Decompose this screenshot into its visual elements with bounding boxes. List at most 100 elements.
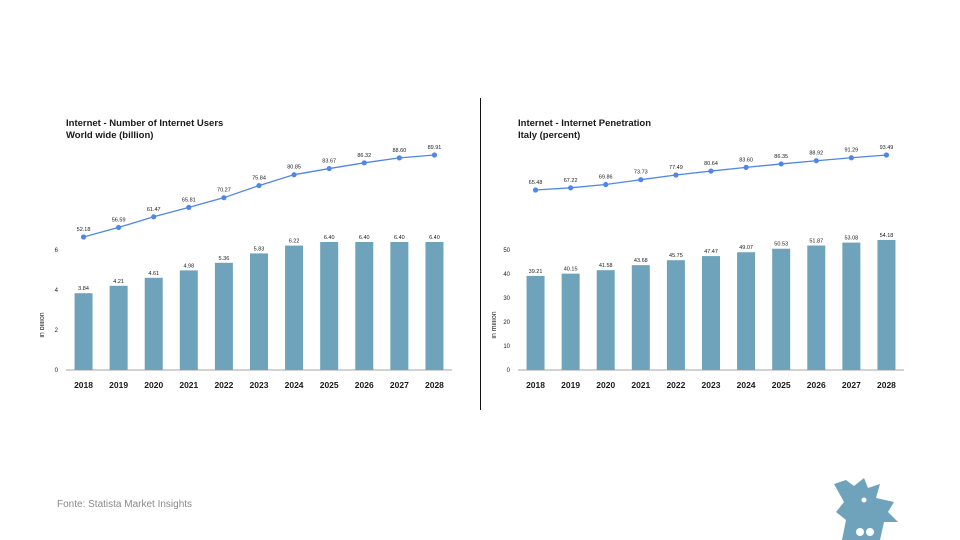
y-axis-label: in billion xyxy=(40,312,46,337)
line-value-label: 93.49 xyxy=(880,145,894,151)
chart-title: Internet - Internet Penetration xyxy=(518,118,652,129)
line-point xyxy=(431,152,438,158)
panel-divider xyxy=(480,98,481,410)
line-point xyxy=(186,204,192,210)
line-series xyxy=(83,154,435,238)
y-tick-label: 2 xyxy=(55,328,59,334)
line-point xyxy=(883,152,890,158)
line-point xyxy=(396,155,402,161)
x-tick-label: 2028 xyxy=(425,380,444,390)
line-point xyxy=(116,224,122,231)
line-point xyxy=(708,168,714,174)
line-value-label: 69.86 xyxy=(599,175,613,181)
x-tick-label: 2026 xyxy=(355,380,374,390)
bar xyxy=(250,253,268,370)
chart-canvas: in million 0 10 20 30 40 50 39.21 2018 40.15 2019 4… xyxy=(492,145,904,390)
bar-value-label: 39.21 xyxy=(529,269,543,275)
bar-value-label: 6.40 xyxy=(394,235,405,241)
bar xyxy=(561,273,580,370)
bar xyxy=(631,265,650,370)
bar xyxy=(807,245,826,370)
line-point xyxy=(848,155,854,161)
line-point xyxy=(813,158,819,164)
bar-value-label: 47.47 xyxy=(704,249,718,255)
line-point xyxy=(532,187,539,193)
x-tick-label: 2018 xyxy=(526,380,545,390)
bar-value-label: 50.53 xyxy=(774,242,788,248)
bar-value-label: 6.22 xyxy=(289,239,300,245)
line-point xyxy=(673,172,679,178)
bar xyxy=(842,242,861,370)
y-tick-label: 0 xyxy=(507,368,511,374)
line-value-label: 75.84 xyxy=(252,176,266,182)
chart-canvas: in billion 0 2 4 6 3.84 2018 4.21 2019 4.61 2020 4.… xyxy=(40,145,452,390)
x-tick-label: 2019 xyxy=(109,380,128,390)
x-tick-label: 2024 xyxy=(285,380,304,390)
line-value-label: 65.48 xyxy=(529,180,543,186)
bar-value-label: 53.08 xyxy=(844,236,858,242)
line-point xyxy=(291,172,297,178)
line-point xyxy=(568,185,574,191)
x-tick-label: 2025 xyxy=(772,380,791,390)
bar-value-label: 6.40 xyxy=(324,235,335,241)
bar xyxy=(144,277,163,370)
bar-value-label: 6.40 xyxy=(359,235,370,241)
bar xyxy=(877,239,896,370)
x-tick-label: 2027 xyxy=(842,380,861,390)
bar-value-label: 4.21 xyxy=(113,279,124,285)
y-tick-label: 6 xyxy=(55,248,59,254)
line-value-label: 86.32 xyxy=(357,153,371,159)
bar-value-label: 5.36 xyxy=(219,256,230,262)
line-point xyxy=(221,195,227,201)
bar xyxy=(285,245,304,370)
x-tick-label: 2021 xyxy=(631,380,650,390)
y-tick-label: 30 xyxy=(503,296,510,302)
y-tick-label: 10 xyxy=(503,344,510,350)
bar-value-label: 6.40 xyxy=(429,235,440,241)
x-tick-label: 2018 xyxy=(74,380,93,390)
line-value-label: 83.67 xyxy=(322,159,336,165)
bar-value-label: 45.75 xyxy=(669,253,683,259)
bar xyxy=(355,242,374,370)
y-tick-label: 50 xyxy=(503,248,510,254)
bar xyxy=(666,260,685,370)
line-point xyxy=(151,214,157,220)
line-value-label: 89.91 xyxy=(428,145,442,151)
line-value-label: 88.60 xyxy=(392,148,406,154)
bar xyxy=(214,262,233,370)
chart-subtitle: Italy (percent) xyxy=(518,130,581,141)
bar-value-label: 54.18 xyxy=(880,233,894,239)
chart-internet-users: Internet - Number of Internet Users Worl… xyxy=(40,100,480,410)
x-tick-label: 2022 xyxy=(214,380,233,390)
line-value-label: 80.85 xyxy=(287,165,301,171)
line-value-label: 73.73 xyxy=(634,170,648,176)
x-tick-label: 2024 xyxy=(737,380,756,390)
bar-value-label: 4.61 xyxy=(148,271,159,277)
line-value-label: 86.35 xyxy=(774,154,788,160)
bar xyxy=(390,242,409,370)
bar xyxy=(596,270,615,370)
x-tick-label: 2019 xyxy=(561,380,580,390)
line-value-label: 70.27 xyxy=(217,188,231,194)
bar-value-label: 3.84 xyxy=(78,286,89,292)
line-value-label: 88.92 xyxy=(809,151,823,157)
line-value-label: 83.60 xyxy=(739,157,753,163)
line-value-label: 67.22 xyxy=(564,178,578,184)
bar xyxy=(772,248,791,370)
line-value-label: 56.59 xyxy=(112,217,126,223)
y-tick-label: 40 xyxy=(503,272,510,278)
x-tick-label: 2028 xyxy=(877,380,896,390)
bar xyxy=(74,293,93,370)
y-tick-label: 0 xyxy=(55,368,59,374)
line-value-label: 52.18 xyxy=(77,227,91,233)
bar xyxy=(179,270,198,370)
y-axis-label: in million xyxy=(492,311,498,338)
x-tick-label: 2023 xyxy=(250,380,269,390)
bar-value-label: 49.07 xyxy=(739,245,753,251)
bar xyxy=(425,242,444,370)
line-point xyxy=(361,160,367,166)
bar-value-label: 51.87 xyxy=(809,239,823,245)
x-tick-label: 2023 xyxy=(702,380,721,390)
chart-subtitle: World wide (billion) xyxy=(66,130,154,141)
line-point xyxy=(256,182,262,189)
